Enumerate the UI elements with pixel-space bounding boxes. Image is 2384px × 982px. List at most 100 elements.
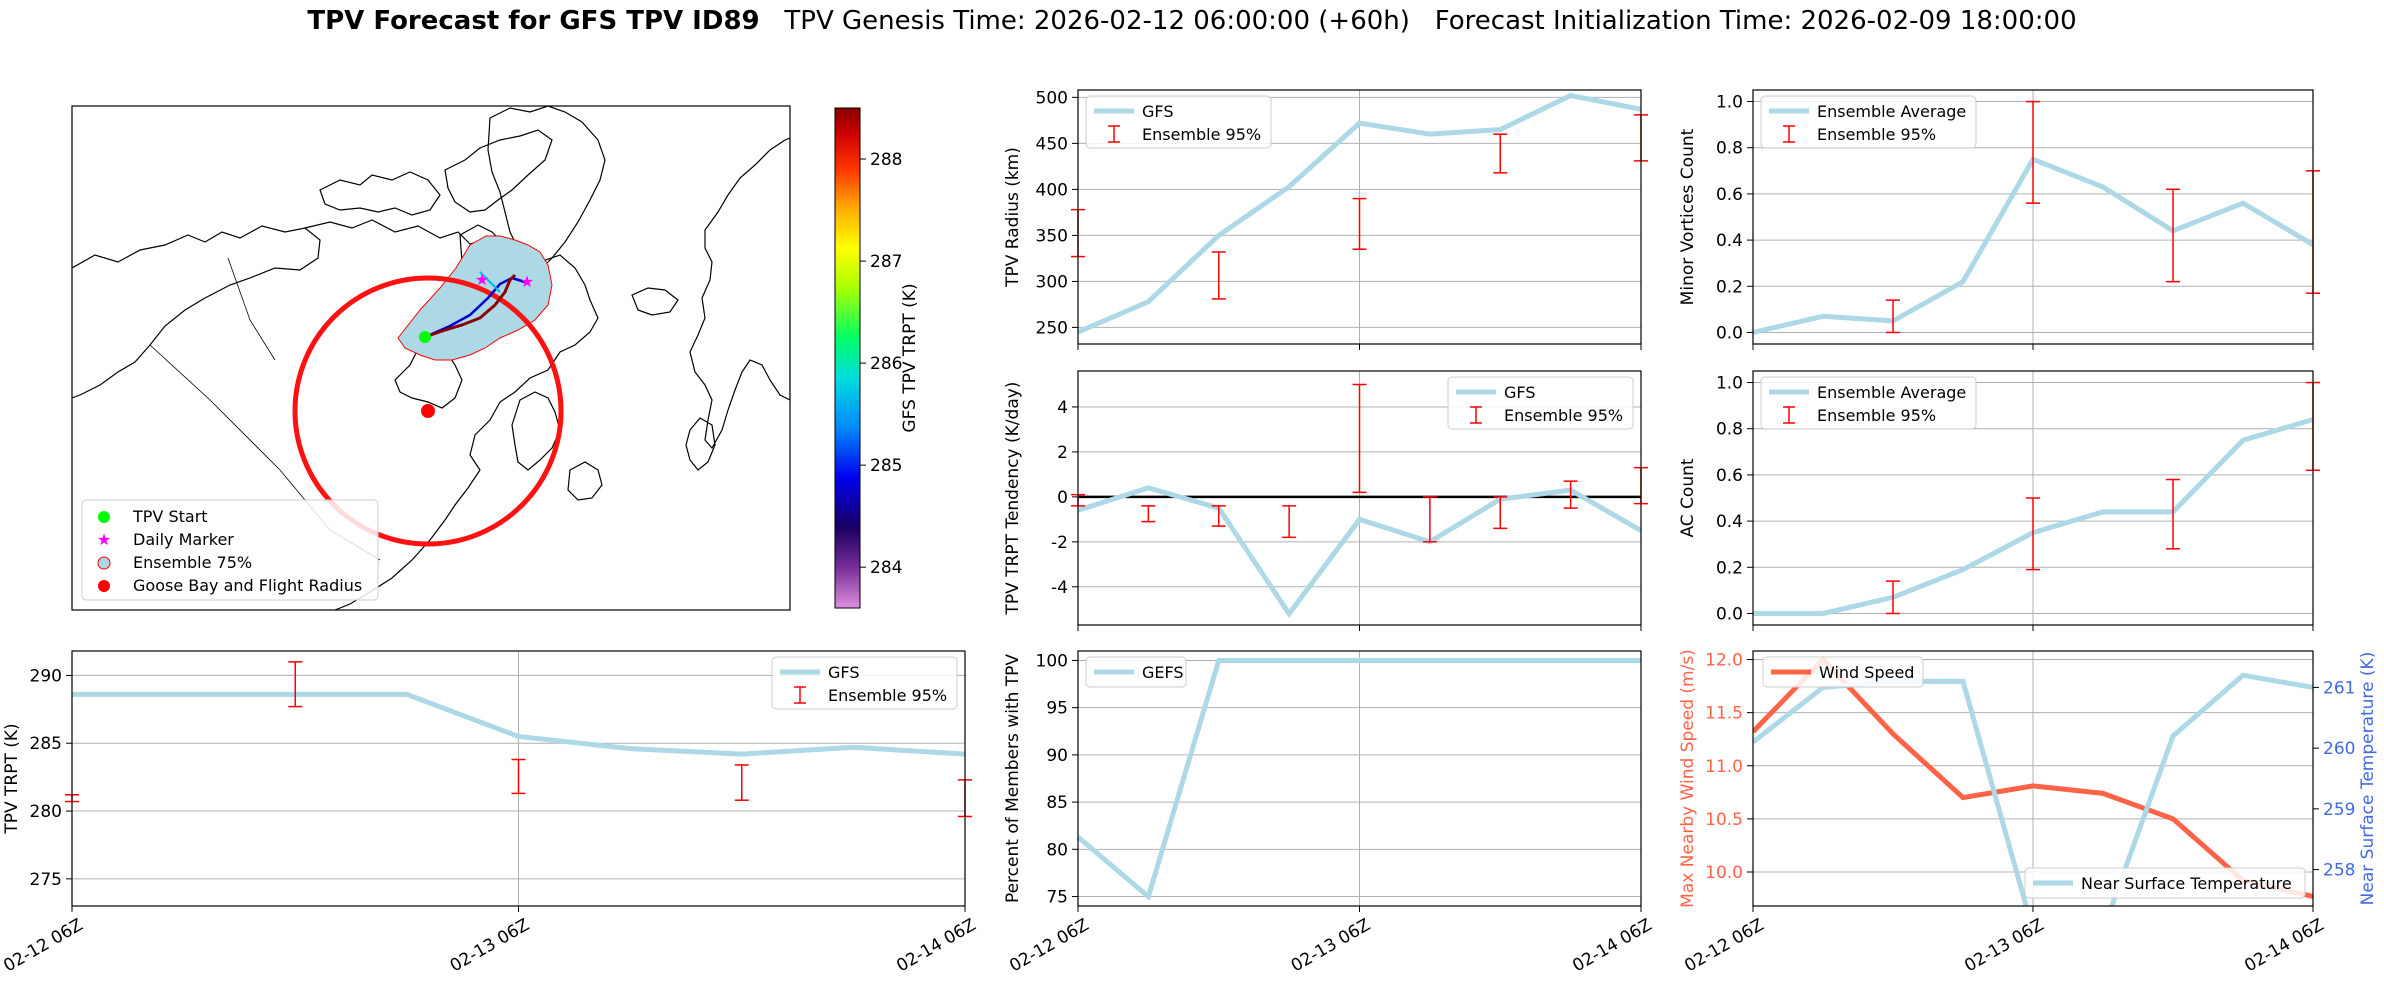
y2-tick-label: 261: [2323, 678, 2355, 698]
ac-legend-label-1: Ensemble 95%: [1817, 406, 1936, 425]
minor-y-tick-label: 0.6: [1716, 185, 1743, 205]
tendency-legend-label-1: Ensemble 95%: [1504, 406, 1623, 425]
colorbar-gradient: [834, 107, 861, 609]
minor-errorbar: [1886, 299, 1900, 334]
radius-errorbar: [1211, 251, 1226, 300]
y2-tick-label: 258: [2323, 861, 2355, 881]
gfs-track: [424, 273, 517, 339]
percent-legend-box: [1085, 656, 1187, 688]
trpt-legend: GFS Ensemble 95%: [771, 656, 958, 710]
panel-trpt: 275 280 285 290 02-12 06Z 02-13 06Z 02-14 06Z T…: [0, 650, 980, 976]
ac-y-tick-label: 0.0: [1716, 604, 1743, 624]
tendency-y-tick-label: 2: [1057, 443, 1068, 463]
wind_temp-y-tick-label: 10.5: [1705, 810, 1743, 830]
ac-y-tick-label: 1.0: [1716, 374, 1743, 394]
ac-errorbar: [1886, 580, 1900, 615]
legend-tpv-start-icon: [98, 511, 110, 523]
goose-bay-flight-radius: [292, 275, 564, 547]
trpt-y-tick-label: 275: [30, 870, 62, 890]
border-alaska: [227, 257, 276, 361]
map-frame: [71, 105, 791, 611]
panel-radius: 250 300 350 400 450 500 TPV Radius (km) GFS Ense…: [1003, 88, 1648, 350]
y2-tick-label: 260: [2323, 739, 2355, 759]
percent-y-tick-label: 75: [1046, 888, 1068, 908]
wind_temp-x-tick-label: 02-14 06Z: [2241, 915, 2327, 976]
radius-legend-label-1: Ensemble 95%: [1142, 125, 1261, 144]
trpt-y-tick-label: 290: [30, 666, 62, 686]
tendency-errorbar: [1141, 505, 1156, 523]
percent-y-tick-label: 95: [1046, 699, 1068, 719]
legend-daily-marker-label: Daily Marker: [133, 530, 234, 549]
coastline-canada-north: [304, 219, 599, 521]
figure-title: TPV Forecast for GFS TPV ID89 TPV Genesi…: [0, 6, 2384, 36]
colorbar-tick-label: 285: [870, 456, 902, 476]
percent-y-tick-label: 85: [1046, 793, 1068, 813]
wind_temp-x-tick-label: 02-13 06Z: [1961, 915, 2047, 976]
map-legend-box: [81, 499, 379, 601]
wind_temp-y-tick-label: 11.0: [1705, 757, 1743, 777]
percent-legend-label-0: GEFS: [1142, 663, 1184, 682]
colorbar-tick-label: 286: [870, 354, 902, 374]
radius-y-tick-label: 250: [1036, 318, 1068, 338]
ac-legend-label-0: Ensemble Average: [1817, 383, 1966, 402]
trpt-x-tick-label: 02-14 06Z: [893, 915, 979, 976]
legend-goose-bay-icon: [98, 580, 110, 592]
trpt-legend-label-1: Ensemble 95%: [828, 686, 947, 705]
tendency-errorbar: [1352, 383, 1367, 494]
coastline-arctic-islands-2: [444, 129, 553, 213]
tendency-y-tick-label: -2: [1051, 533, 1068, 553]
ac-y-axis-label: AC Count: [1678, 458, 1698, 537]
tpv-start-marker: [419, 331, 431, 343]
radius-frame: [1077, 89, 1642, 345]
radius-y-tick-label: 350: [1036, 226, 1068, 246]
percent-series-line: [1076, 657, 1641, 901]
minor-y-tick-label: 0.8: [1716, 139, 1743, 159]
tendency-y-axis-label: TPV TRPT Tendency (K/day): [1003, 382, 1023, 616]
radius-errorbar: [1493, 133, 1508, 174]
title-init: Forecast Initialization Time: 2026-02-09…: [1434, 6, 2077, 36]
radius-y-tick-label: 400: [1036, 180, 1068, 200]
coastline-britain: [685, 417, 716, 471]
minor-y-tick-label: 1.0: [1716, 93, 1743, 113]
colorbar-tick-label: 287: [870, 252, 902, 272]
tendency-errorbar: [1563, 480, 1578, 509]
colorbar-tick-label: 288: [870, 150, 902, 170]
radius-y-tick-label: 450: [1036, 134, 1068, 154]
tendency-errorbar: [1422, 496, 1437, 543]
ac-legend-box: [1760, 376, 1977, 430]
wind_temp-y-tick-label: 11.5: [1705, 704, 1743, 724]
minor-legend: Ensemble Average Ensemble 95%: [1760, 95, 1977, 149]
ac-y-tick-label: 0.8: [1716, 420, 1743, 440]
legend-tpv-start-label: TPV Start: [132, 507, 208, 526]
percent-legend: GEFS: [1085, 656, 1187, 688]
radius-y-tick-label: 500: [1036, 88, 1068, 108]
percent-y-tick-label: 80: [1046, 840, 1068, 860]
title-genesis: TPV Genesis Time: 2026-02-12 06:00:00 (+…: [784, 6, 1410, 36]
tendency-frame: [1077, 370, 1642, 626]
minor-y-tick-label: 0.4: [1716, 231, 1743, 251]
trpt-y-axis-label: TPV TRPT (K): [2, 723, 22, 834]
legend-temp-label: Near Surface Temperature: [2081, 874, 2292, 893]
panel-minor: 0.0 0.2 0.4 0.6 0.8 1.0 Minor Vortices Count En…: [1678, 89, 2320, 350]
wind_temp-x-tick-label: 02-12 06Z: [1681, 915, 1767, 976]
minor-y-axis-label: Minor Vortices Count: [1678, 128, 1698, 305]
legend-ensemble-75-icon: [97, 556, 111, 570]
legend-goose-bay-label: Goose Bay and Flight Radius: [133, 576, 362, 595]
coastline-us-east: [334, 519, 446, 610]
wind_temp-y-tick-label: 12.0: [1705, 651, 1743, 671]
tendency-y-tick-label: -4: [1051, 578, 1068, 598]
ac-frame: [1752, 370, 2314, 626]
percent-frame: [1077, 650, 1642, 907]
radius-legend-label-0: GFS: [1142, 102, 1173, 121]
ac-y-tick-label: 0.2: [1716, 558, 1743, 578]
panel-ac: 0.0 0.2 0.4 0.6 0.8 1.0 AC Count Ensemble Avera…: [1678, 370, 2320, 631]
percent-y-tick-label: 90: [1046, 746, 1068, 766]
coastline-iceland: [631, 287, 679, 316]
coastline-arctic-islands: [319, 171, 441, 216]
legend-ensemble-75-label: Ensemble 75%: [133, 553, 252, 572]
coastline-alaska: [72, 225, 321, 399]
percent-x-tick-label: 02-14 06Z: [1569, 915, 1655, 976]
trpt-errorbar: [288, 661, 303, 708]
goose-bay-marker: [421, 404, 435, 418]
